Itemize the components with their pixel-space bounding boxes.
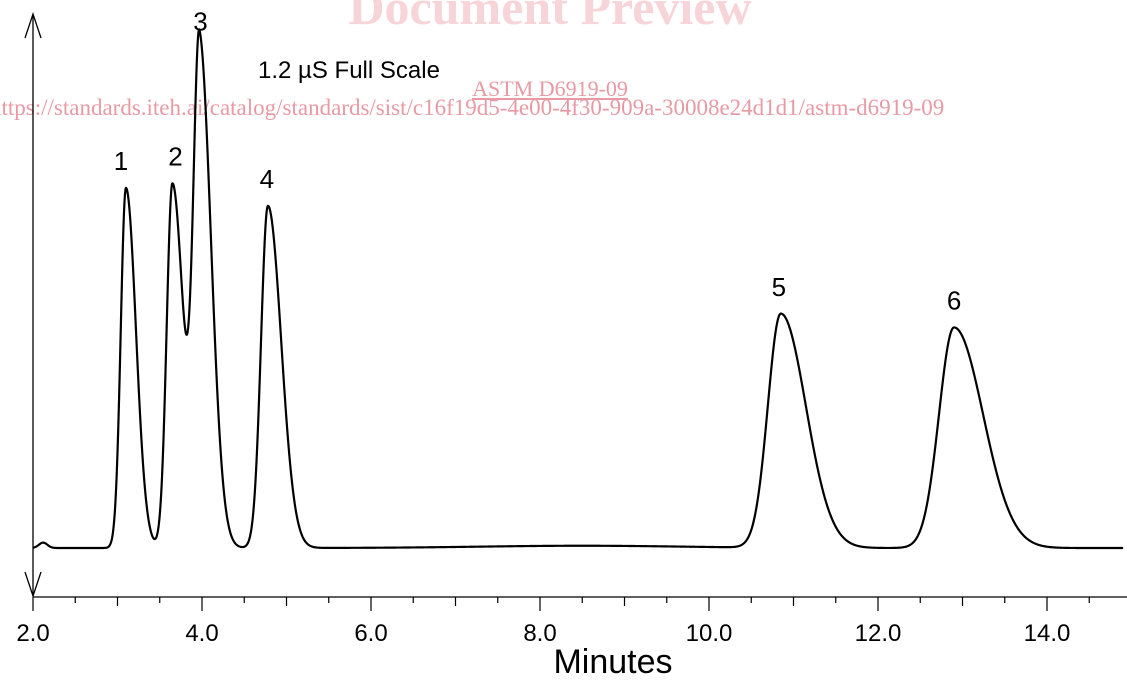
peak-label-5: 5 (772, 272, 786, 302)
x-tick-label: 10.0 (686, 620, 733, 647)
peak-label-6: 6 (947, 285, 961, 315)
x-tick-label: 14.0 (1024, 620, 1071, 647)
peak-label-4: 4 (260, 164, 274, 194)
y-axis-arrow-top (24, 11, 42, 39)
watermark-url: https://standards.iteh.ai/catalog/standa… (0, 95, 945, 120)
peak-label-1: 1 (114, 146, 128, 176)
full-scale-annotation: 1.2 µS Full Scale (258, 57, 440, 84)
x-tick-label: 12.0 (855, 620, 902, 647)
x-axis-ticks (32, 597, 1090, 611)
x-tick-label: 2.0 (16, 620, 49, 647)
x-tick-label: 4.0 (185, 620, 218, 647)
x-axis-title: Minutes (553, 643, 672, 681)
peak-label-3: 3 (193, 6, 207, 36)
x-tick-label: 6.0 (354, 620, 387, 647)
x-axis-tick-labels: 2.0 4.0 6.0 8.0 10.0 12.0 14.0 (16, 620, 1070, 647)
watermark-title: Document Preview (348, 0, 752, 35)
y-axis-arrow-bottom (24, 571, 42, 599)
peak-labels: 1 2 3 4 5 6 (114, 6, 962, 315)
x-tick-label: 8.0 (523, 620, 556, 647)
watermark-document-code: ASTM D6919-09 (472, 76, 628, 101)
peak-label-2: 2 (168, 141, 182, 171)
chromatogram-trace (32, 28, 1124, 550)
